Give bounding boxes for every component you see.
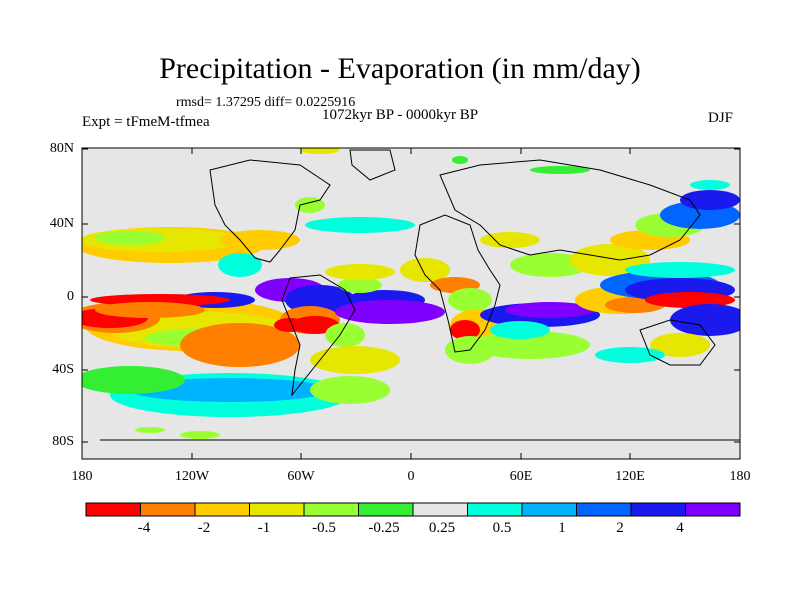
coastline bbox=[281, 274, 356, 397]
field-blob bbox=[325, 264, 395, 280]
colorbar-label: 1 bbox=[558, 520, 566, 536]
field-blob bbox=[180, 323, 300, 367]
lon-label-60e: 60E bbox=[509, 469, 533, 484]
colorbar-label: -4 bbox=[137, 520, 151, 536]
colorbar-label: -0.25 bbox=[368, 520, 400, 536]
field-blob bbox=[680, 190, 740, 210]
colorbar-swatch bbox=[685, 502, 741, 517]
field-blob bbox=[625, 262, 735, 278]
colorbar-swatch bbox=[194, 502, 250, 517]
lon-label-180w: 180 bbox=[71, 469, 93, 484]
field-blob bbox=[690, 180, 730, 190]
field-blob bbox=[95, 231, 165, 245]
colorbar-swatch bbox=[140, 502, 196, 517]
field-blob bbox=[135, 427, 165, 433]
colorbar-label: -1 bbox=[257, 520, 271, 536]
colorbar-label: -2 bbox=[197, 520, 211, 536]
field-blob bbox=[645, 292, 735, 308]
field-blob bbox=[335, 300, 445, 324]
lat-label-80s: 80S bbox=[52, 434, 74, 449]
lon-label-60w: 60W bbox=[287, 469, 315, 484]
colorbar-label: 4 bbox=[676, 520, 684, 536]
axis-ticks bbox=[81, 148, 741, 459]
field-blob bbox=[530, 166, 590, 174]
colorbar-swatch bbox=[467, 502, 523, 517]
field-blob bbox=[490, 321, 550, 339]
colorbar-label: 0.25 bbox=[428, 520, 456, 536]
field-blob bbox=[470, 331, 590, 359]
field-blob bbox=[218, 253, 262, 277]
lat-label-40n: 40N bbox=[49, 216, 74, 231]
coastline bbox=[349, 149, 396, 181]
field-blob bbox=[310, 376, 390, 404]
colorbar-label: 2 bbox=[616, 520, 624, 536]
colorbar-swatch bbox=[521, 502, 577, 517]
field-blob bbox=[305, 217, 415, 233]
field-blob bbox=[670, 304, 740, 336]
field-blob bbox=[291, 316, 339, 334]
colorbar-swatch bbox=[576, 502, 632, 517]
field-blob bbox=[650, 333, 710, 357]
coastline bbox=[414, 214, 501, 353]
colorbar-label: -0.5 bbox=[312, 520, 336, 536]
field-blob bbox=[220, 230, 300, 250]
coastline bbox=[439, 159, 701, 261]
field-blob bbox=[82, 366, 185, 394]
colorbar-swatch bbox=[358, 502, 414, 517]
lat-label-40s: 40S bbox=[52, 362, 74, 377]
field-blob bbox=[338, 277, 382, 293]
season-label: DJF bbox=[708, 110, 734, 126]
colorbar-swatch bbox=[85, 502, 141, 517]
field-blob bbox=[480, 232, 540, 248]
field-blob bbox=[505, 302, 595, 318]
stats-line: rmsd= 1.37295 diff= 0.0225916 bbox=[176, 95, 356, 110]
pe-anomaly-field bbox=[82, 148, 740, 439]
field-blob bbox=[448, 288, 492, 312]
field-blob bbox=[274, 318, 306, 332]
experiment-label: Expt = tFmeM-tfmea bbox=[82, 114, 210, 130]
colorbar-swatch bbox=[249, 502, 305, 517]
lon-label-120w: 120W bbox=[174, 469, 210, 484]
field-blob bbox=[595, 347, 665, 363]
field-blob bbox=[95, 302, 205, 318]
lon-label-0: 0 bbox=[407, 469, 415, 484]
coastlines bbox=[100, 149, 740, 441]
field-blob bbox=[452, 156, 468, 164]
field-blob bbox=[510, 253, 590, 277]
colorbar-swatch bbox=[630, 502, 686, 517]
field-blob bbox=[450, 320, 480, 340]
field-blob bbox=[310, 346, 400, 374]
colorbar bbox=[85, 502, 741, 517]
period-label: 1072kyr BP - 0000kyr BP bbox=[322, 107, 479, 123]
colorbar-swatch bbox=[412, 502, 468, 517]
lat-label-80n: 80N bbox=[49, 141, 74, 156]
lon-label-180e: 180 bbox=[729, 469, 751, 484]
lon-label-120e: 120E bbox=[615, 469, 645, 484]
field-blob bbox=[180, 431, 220, 439]
coastline bbox=[639, 319, 716, 366]
chart-title: Precipitation - Evaporation (in mm/day) bbox=[159, 52, 641, 85]
field-blob bbox=[400, 258, 450, 282]
lat-label-eq: 0 bbox=[67, 289, 74, 304]
coastline bbox=[209, 159, 331, 263]
colorbar-swatch bbox=[303, 502, 359, 517]
field-blob bbox=[300, 148, 340, 154]
colorbar-label: 0.5 bbox=[492, 520, 512, 536]
